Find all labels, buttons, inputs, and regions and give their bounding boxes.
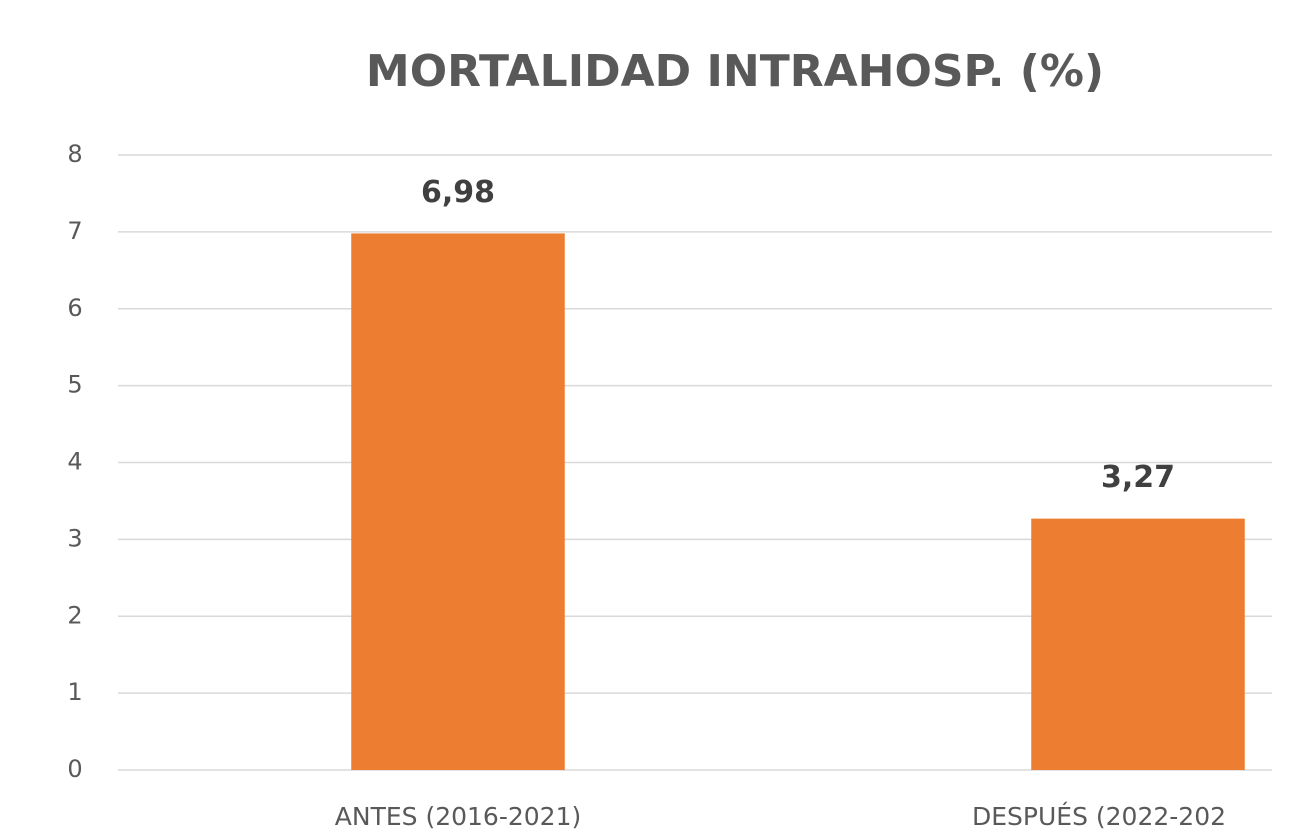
y-tick-label: 2 — [67, 601, 82, 629]
value-label: 6,98 — [421, 175, 495, 210]
bar — [1031, 518, 1245, 770]
y-tick-label: 3 — [67, 524, 82, 552]
y-tick-label: 0 — [67, 755, 82, 783]
x-tick-label: ANTES (2016-2021) — [335, 802, 581, 831]
y-tick-label: 8 — [67, 140, 82, 168]
chart-title: MORTALIDAD INTRAHOSP. (%) — [366, 46, 1104, 97]
y-tick-label: 1 — [67, 678, 82, 706]
bar — [351, 233, 565, 771]
y-tick-label: 7 — [67, 217, 82, 245]
value-label: 3,27 — [1101, 460, 1175, 495]
y-tick-label: 5 — [67, 371, 82, 399]
x-tick-label: DESPUÉS (2022-202 — [972, 802, 1226, 831]
y-tick-label: 6 — [67, 294, 82, 322]
y-tick-label: 4 — [67, 448, 82, 476]
